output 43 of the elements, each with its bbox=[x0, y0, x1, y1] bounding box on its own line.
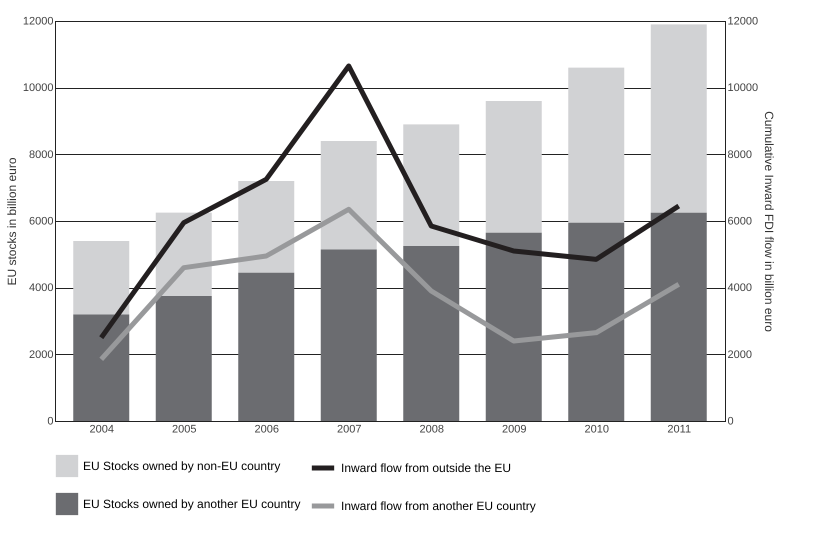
x-tick-label: 2011 bbox=[667, 424, 692, 436]
bar bbox=[486, 101, 542, 233]
y2-tick-label: 12000 bbox=[728, 16, 758, 28]
legend-label: EU Stocks owned by another EU country bbox=[83, 497, 300, 511]
x-tick-label: 2007 bbox=[337, 424, 362, 436]
bar bbox=[238, 272, 294, 421]
y-tick-label: 0 bbox=[47, 416, 54, 428]
y-tick-label: 6000 bbox=[29, 216, 54, 228]
y-axis-title: EU stocks in billion euro bbox=[4, 157, 19, 286]
y2-tick-label: 4000 bbox=[728, 282, 752, 294]
bar bbox=[486, 232, 542, 421]
y-tick-label: 10000 bbox=[22, 82, 54, 94]
x-tick-label: 2008 bbox=[420, 424, 444, 436]
y2-tick-label: 6000 bbox=[728, 216, 752, 228]
y2-tick-label: 10000 bbox=[728, 82, 758, 94]
bar bbox=[73, 314, 130, 421]
x-tick-label: 2009 bbox=[502, 424, 526, 436]
bar bbox=[568, 222, 624, 421]
y2-tick-label: 8000 bbox=[728, 148, 752, 161]
bar bbox=[403, 246, 460, 421]
bar bbox=[320, 141, 377, 250]
bar bbox=[73, 241, 130, 314]
bar bbox=[403, 124, 460, 246]
x-tick-label: 2010 bbox=[584, 424, 609, 436]
y-tick-label: 4000 bbox=[29, 282, 54, 294]
y-tick-label: 12000 bbox=[22, 16, 54, 28]
y-tick-label: 2000 bbox=[29, 348, 54, 361]
y-tick-label: 8000 bbox=[29, 148, 54, 161]
bar bbox=[650, 24, 707, 213]
x-tick-label: 2005 bbox=[172, 424, 196, 436]
bar bbox=[156, 296, 212, 421]
y2-axis-title: Cumulative Inward FDI flow in billion euro bbox=[762, 111, 776, 332]
bar bbox=[568, 68, 624, 223]
bar bbox=[320, 249, 377, 421]
legend-label: Inward flow from outside the EU bbox=[341, 461, 512, 475]
y2-tick-label: 2000 bbox=[728, 348, 752, 361]
y2-tick-label: 0 bbox=[728, 416, 734, 428]
bar bbox=[238, 181, 294, 273]
bar bbox=[650, 212, 707, 421]
legend-label: EU Stocks owned by non-EU country bbox=[83, 459, 280, 473]
x-tick-label: 2004 bbox=[90, 424, 114, 436]
legend-label: Inward flow from another EU country bbox=[341, 499, 536, 513]
x-tick-label: 2006 bbox=[254, 424, 279, 436]
